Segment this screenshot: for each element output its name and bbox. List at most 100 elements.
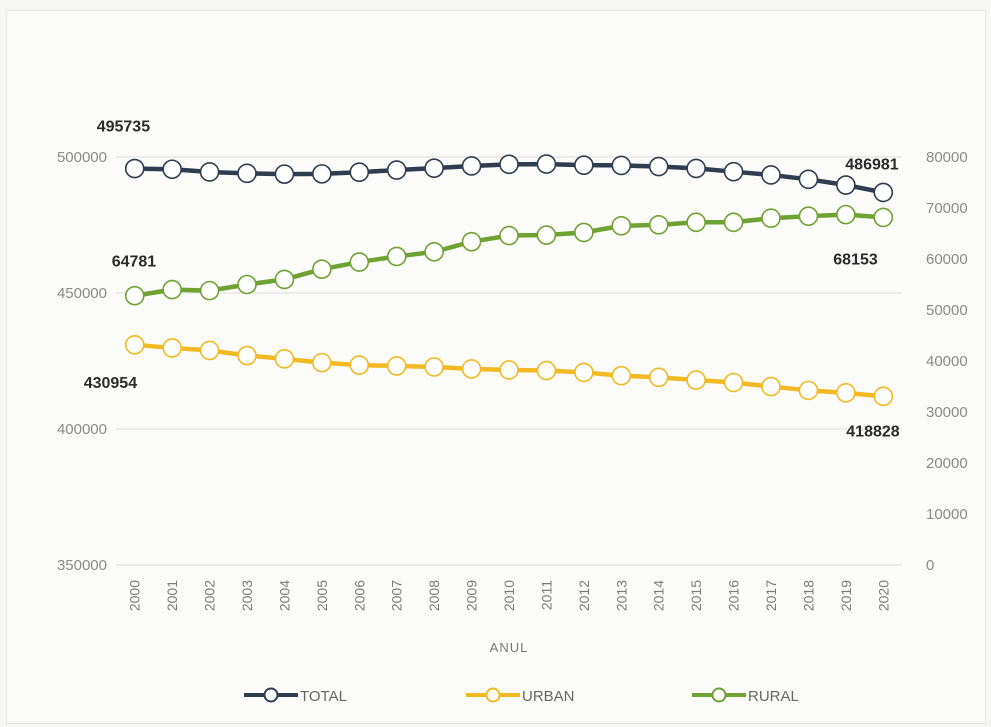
x-tick-label: 2009 (464, 580, 480, 611)
data-point (162, 279, 182, 300)
data-label: 68153 (833, 251, 878, 268)
right-tick-label: 10000 (926, 506, 968, 523)
series-total (124, 154, 894, 203)
right-tick-label: 60000 (926, 251, 968, 268)
data-point (499, 154, 519, 175)
legend-label: URBAN (522, 688, 575, 705)
x-tick-label: 2001 (164, 580, 180, 611)
right-tick-label: 80000 (926, 149, 968, 166)
data-point (124, 285, 145, 306)
right-tick-label: 0 (926, 557, 934, 574)
data-point (686, 370, 706, 390)
data-point (461, 156, 482, 176)
data-point (199, 162, 220, 182)
x-tick-label: 2007 (389, 580, 405, 611)
data-point (274, 164, 295, 184)
x-tick-label: 2006 (351, 580, 367, 611)
data-point (274, 349, 295, 369)
data-point (798, 169, 819, 190)
data-point (237, 163, 257, 184)
data-point (723, 212, 744, 233)
x-tick-label: 2013 (613, 580, 629, 611)
data-point (611, 216, 632, 236)
data-point (312, 164, 332, 184)
x-tick-label: 2000 (127, 580, 143, 611)
x-tick-label: 2011 (538, 580, 554, 610)
data-point (536, 225, 557, 245)
x-tick-label: 2018 (800, 580, 816, 611)
data-point (312, 352, 332, 373)
data-point (873, 386, 894, 407)
series-layer (124, 154, 894, 407)
right-tick-label: 50000 (926, 302, 968, 319)
data-point (648, 215, 669, 235)
data-point (836, 204, 856, 225)
right-axis-ticks: 80000 70000 60000 50000 40000 30000 20000 10000… (926, 149, 968, 574)
data-point (574, 222, 594, 243)
left-tick-label: 450000 (57, 285, 107, 302)
data-point (162, 338, 182, 358)
data-point (499, 360, 519, 380)
data-point (723, 161, 744, 182)
left-tick-label: 500000 (57, 149, 107, 166)
data-point (836, 175, 856, 195)
data-point (574, 362, 594, 383)
data-point (349, 252, 370, 272)
data-point (536, 360, 557, 381)
data-point (124, 335, 145, 355)
right-tick-label: 40000 (926, 353, 968, 370)
data-point (386, 246, 407, 267)
data-point (798, 206, 819, 226)
data-label: 430954 (84, 375, 137, 392)
data-point (424, 242, 444, 262)
x-tick-label: 2010 (501, 580, 517, 611)
legend-marker (263, 687, 279, 703)
x-tick-label: 2004 (276, 580, 292, 611)
legend-label: TOTAL (300, 688, 347, 705)
x-tick-label: 2019 (838, 580, 854, 611)
data-point (611, 155, 632, 176)
right-tick-label: 70000 (926, 200, 968, 217)
left-tick-label: 350000 (57, 557, 107, 574)
x-tick-label: 2002 (202, 580, 218, 611)
data-label: 64781 (112, 254, 157, 271)
data-point (461, 231, 482, 252)
series-rural (124, 204, 894, 306)
x-axis-title: ANUL (490, 640, 529, 655)
legend-item-rural: RURAL (692, 687, 799, 705)
x-tick-label: 2012 (576, 580, 592, 611)
x-tick-label: 2005 (314, 580, 330, 611)
data-point (312, 259, 332, 280)
data-point (686, 212, 706, 233)
data-point (349, 162, 370, 183)
legend-marker (711, 687, 727, 703)
data-point (237, 345, 257, 366)
x-tick-label: 2015 (688, 580, 704, 611)
data-point (611, 365, 632, 386)
right-tick-label: 30000 (926, 404, 968, 421)
data-point (124, 158, 145, 179)
legend-label: RURAL (748, 688, 799, 705)
data-point (648, 156, 669, 177)
data-point (199, 280, 220, 301)
x-tick-label: 2017 (763, 580, 779, 611)
data-point (836, 383, 856, 403)
right-tick-label: 20000 (926, 455, 968, 472)
data-point (873, 182, 894, 203)
data-labels: 495735 486981 64781 68153 430954 418828 (84, 119, 900, 441)
x-tick-label: 2008 (426, 580, 442, 611)
data-label: 418828 (846, 423, 899, 440)
data-point (648, 367, 669, 388)
x-tick-label: 2016 (726, 580, 742, 611)
data-point (424, 158, 444, 178)
data-point (761, 376, 781, 397)
left-axis-ticks: 500000 450000 400000 350000 (57, 149, 107, 574)
data-label: 495735 (97, 119, 150, 136)
data-point (536, 154, 557, 174)
data-point (798, 380, 819, 401)
legend: TOTAL URBAN RURAL (244, 687, 799, 705)
data-point (237, 274, 257, 295)
data-point (761, 208, 781, 228)
data-point (873, 207, 894, 228)
